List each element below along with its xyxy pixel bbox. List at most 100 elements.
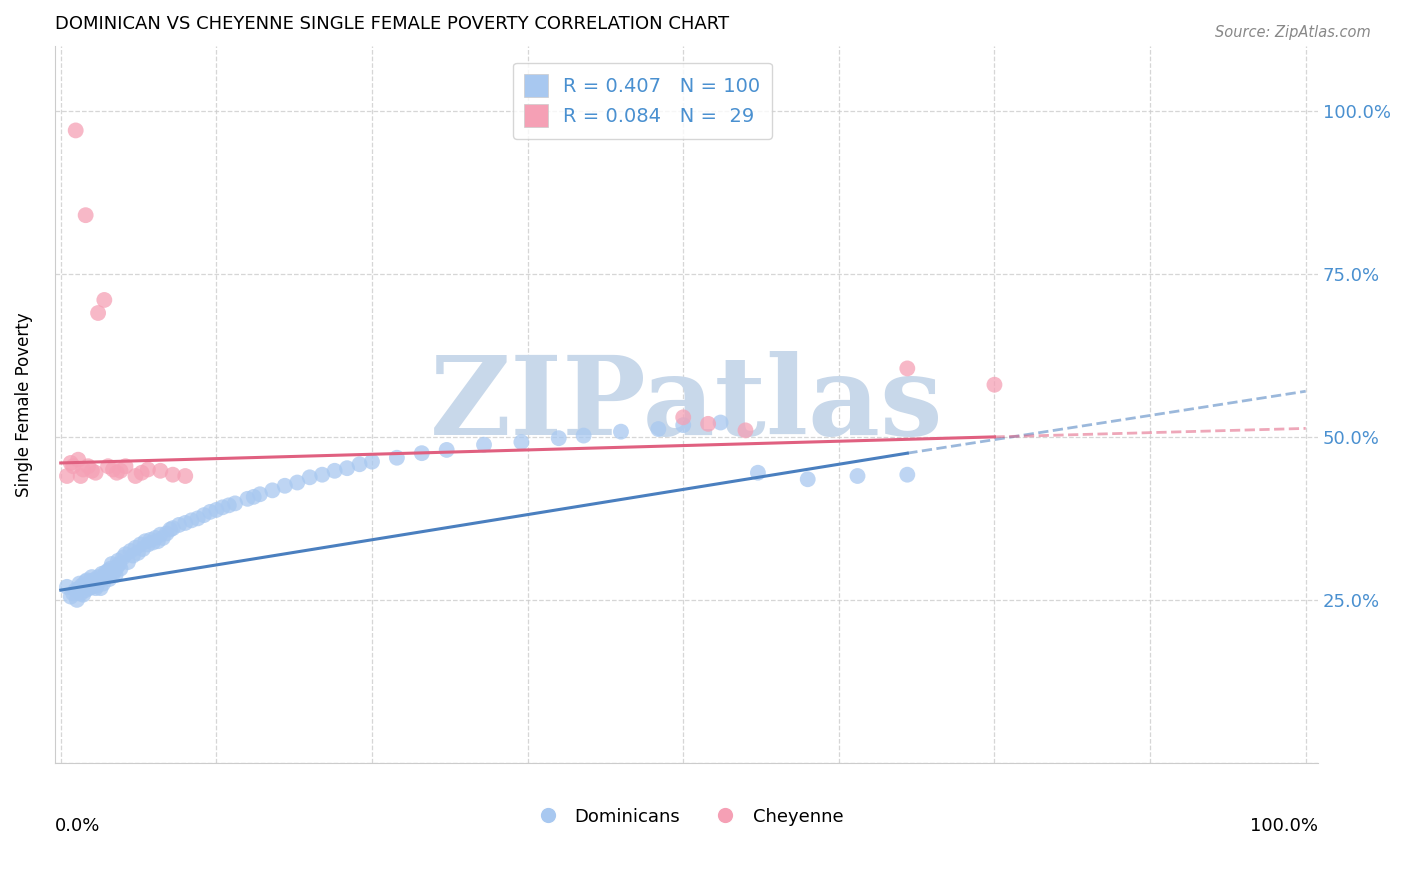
Point — [82, 574, 104, 588]
Point — [180, 513, 202, 527]
Point — [91, 576, 114, 591]
Point — [90, 581, 112, 595]
Point — [97, 564, 120, 578]
Point — [98, 572, 121, 586]
Point — [572, 428, 595, 442]
Point — [100, 561, 122, 575]
Point — [336, 461, 359, 475]
Point — [62, 586, 84, 600]
Point — [84, 581, 107, 595]
Point — [86, 578, 108, 592]
Point — [89, 574, 111, 588]
Point — [114, 459, 136, 474]
Point — [73, 580, 96, 594]
Point — [56, 469, 79, 483]
Point — [136, 462, 159, 476]
Point — [162, 467, 184, 482]
Point — [90, 566, 112, 581]
Point — [145, 531, 167, 545]
Point — [105, 560, 128, 574]
Point — [76, 574, 98, 588]
Point — [436, 442, 458, 457]
Point — [298, 470, 321, 484]
Point — [193, 508, 215, 522]
Point — [249, 487, 271, 501]
Point — [896, 467, 918, 482]
Point — [66, 593, 89, 607]
Point — [101, 566, 124, 581]
Point — [187, 511, 209, 525]
Point — [79, 581, 101, 595]
Point — [80, 580, 103, 594]
Point — [96, 568, 118, 582]
Point — [87, 306, 110, 320]
Point — [65, 123, 87, 137]
Point — [104, 568, 127, 582]
Point — [796, 472, 818, 486]
Point — [236, 491, 259, 506]
Point — [122, 549, 145, 563]
Point — [83, 576, 105, 591]
Text: ZIPatlas: ZIPatlas — [430, 351, 943, 458]
Point — [134, 534, 156, 549]
Point — [94, 566, 117, 580]
Point — [62, 459, 84, 474]
Point — [647, 422, 669, 436]
Point — [101, 462, 124, 476]
Point — [59, 456, 82, 470]
Point — [385, 450, 408, 465]
Point — [262, 483, 284, 498]
Point — [79, 576, 101, 591]
Point — [108, 557, 131, 571]
Text: DOMINICAN VS CHEYENNE SINGLE FEMALE POVERTY CORRELATION CHART: DOMINICAN VS CHEYENNE SINGLE FEMALE POVE… — [55, 15, 728, 33]
Point — [70, 578, 93, 592]
Point — [59, 590, 82, 604]
Point — [510, 435, 533, 450]
Point — [152, 531, 174, 545]
Point — [610, 425, 633, 439]
Point — [547, 431, 569, 445]
Point — [56, 580, 79, 594]
Text: 0.0%: 0.0% — [55, 817, 100, 835]
Point — [349, 457, 371, 471]
Point — [117, 555, 139, 569]
Point — [97, 459, 120, 474]
Point — [67, 452, 90, 467]
Point — [159, 523, 181, 537]
Point — [274, 479, 297, 493]
Point — [105, 466, 128, 480]
Point — [132, 541, 155, 556]
Point — [75, 583, 97, 598]
Point — [205, 503, 228, 517]
Point — [734, 423, 756, 437]
Point — [709, 416, 731, 430]
Point — [67, 576, 90, 591]
Point — [672, 410, 695, 425]
Point — [87, 570, 110, 584]
Point — [87, 574, 110, 589]
Point — [124, 541, 146, 555]
Point — [155, 526, 177, 541]
Point — [896, 361, 918, 376]
Point — [747, 466, 769, 480]
Point — [149, 464, 172, 478]
Y-axis label: Single Female Poverty: Single Female Poverty — [15, 312, 32, 497]
Point — [103, 564, 125, 578]
Text: 100.0%: 100.0% — [1250, 817, 1319, 835]
Point — [93, 293, 115, 307]
Point — [846, 469, 869, 483]
Point — [65, 583, 87, 598]
Point — [211, 500, 233, 515]
Point — [218, 499, 240, 513]
Point — [411, 446, 433, 460]
Point — [80, 570, 103, 584]
Point — [672, 418, 695, 433]
Point — [131, 466, 153, 480]
Point — [127, 546, 149, 560]
Point — [67, 581, 90, 595]
Point — [146, 534, 169, 549]
Point — [69, 586, 91, 600]
Point — [697, 417, 720, 431]
Point — [285, 475, 308, 490]
Point — [75, 574, 97, 589]
